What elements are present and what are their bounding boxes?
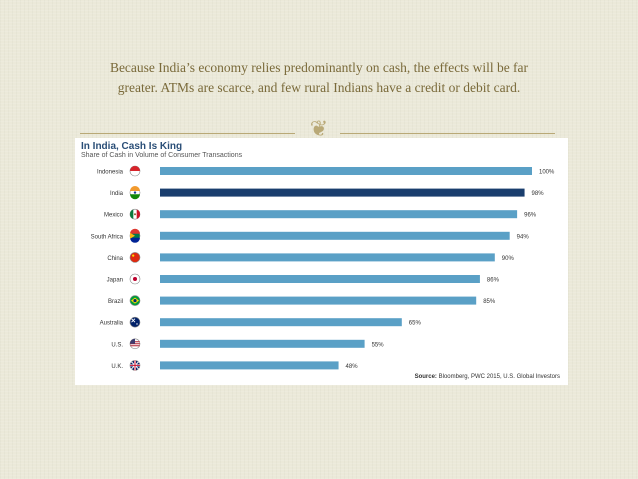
source-label: Source:	[414, 374, 437, 380]
value-label: 100%	[539, 170, 555, 176]
india-flag-icon	[129, 186, 141, 200]
chart-panel: Indonesia 100% India 98% Mexico 96% South Afri…	[75, 138, 568, 385]
uk-flag-icon	[129, 360, 141, 371]
divider-left	[80, 133, 295, 134]
bar-japan	[160, 275, 480, 283]
category-label: U.K.	[111, 364, 123, 370]
value-label: 96%	[524, 213, 537, 219]
value-label: 65%	[409, 321, 422, 327]
chart-source: Source: Bloomberg, PWC 2015, U.S. Global…	[415, 374, 560, 380]
bar-brazil	[160, 296, 477, 305]
caption-line-1: Because India’s economy relies predomina…	[109, 60, 529, 75]
value-label: 90%	[502, 256, 515, 262]
bar-south-africa	[160, 231, 510, 240]
value-label: 55%	[372, 342, 385, 348]
bar-india	[160, 188, 525, 197]
australia-flag-icon	[129, 316, 141, 328]
category-label: South Africa	[91, 234, 124, 240]
bar-chart: Indonesia 100% India 98% Mexico 96% South Afri…	[91, 165, 555, 371]
us-flag-icon	[129, 338, 141, 350]
south-africa-flag-icon	[129, 228, 141, 243]
value-label: 86%	[487, 278, 500, 284]
chart-title: In India, Cash Is King	[81, 141, 183, 152]
mexico-flag-icon	[129, 208, 141, 220]
bar-china	[160, 253, 495, 262]
bar-u-s	[160, 339, 365, 348]
china-flag-icon	[129, 252, 141, 263]
fleuron-icon: ❦	[309, 117, 329, 142]
bar-indonesia	[160, 167, 532, 175]
category-label: Australia	[100, 321, 124, 327]
brazil-flag-icon	[129, 295, 141, 306]
category-label: Mexico	[104, 213, 124, 219]
chart-subtitle: Share of Cash in Volume of Consumer Tran…	[81, 152, 243, 159]
category-label: Indonesia	[97, 170, 124, 176]
value-label: 94%	[517, 234, 530, 240]
value-label: 48%	[346, 364, 359, 370]
source-text: Bloomberg, PWC 2015, U.S. Global Investo…	[438, 374, 560, 380]
bar-mexico	[160, 210, 518, 219]
category-label: India	[110, 191, 124, 197]
bar-u-k	[160, 361, 339, 370]
caption-line-2: greater. ATMs are scarce, and few rural …	[117, 80, 521, 95]
value-label: 98%	[532, 191, 545, 197]
slide-caption: Because India’s economy relies predomina…	[70, 58, 568, 98]
category-label: Japan	[107, 278, 123, 284]
value-label: 85%	[483, 299, 496, 305]
category-label: China	[107, 256, 123, 262]
category-label: Brazil	[108, 299, 123, 305]
divider-right	[340, 133, 555, 134]
category-label: U.S.	[111, 342, 123, 348]
indonesia-flag-icon	[129, 165, 141, 177]
bar-australia	[160, 318, 402, 327]
japan-flag-icon	[129, 273, 141, 285]
